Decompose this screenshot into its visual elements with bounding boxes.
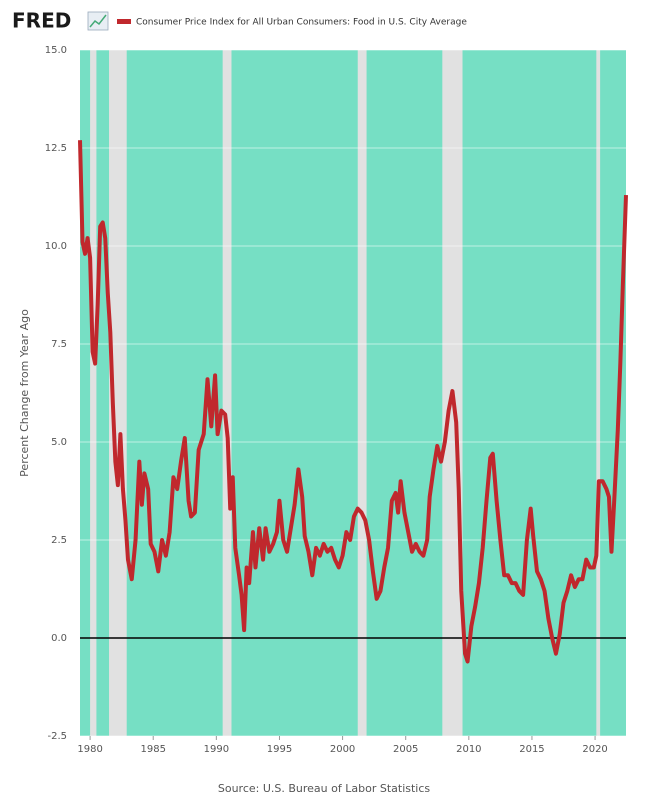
data-line <box>78 140 628 664</box>
y-tick-label: -2.5 <box>47 731 67 742</box>
plot-background <box>80 50 626 736</box>
y-tick-label: 10.0 <box>45 241 67 252</box>
x-tick-label: 1995 <box>267 744 292 755</box>
source: Source: U.S. Bureau of Labor Statistics <box>218 782 431 795</box>
y-axis-label: Percent Change from Year Ago <box>18 309 31 477</box>
recession-band <box>596 50 601 736</box>
x-tick-label: 2020 <box>582 744 607 755</box>
recession-band <box>357 50 367 736</box>
y-tick-label: 7.5 <box>51 339 67 350</box>
logo-icon <box>87 11 109 31</box>
recession-band <box>109 50 127 736</box>
y-tick-label: 0.0 <box>51 633 67 644</box>
x-tick-label: 2015 <box>519 744 544 755</box>
legend-swatch <box>117 19 131 24</box>
x-tick-label: 2010 <box>456 744 481 755</box>
recession-band <box>222 50 232 736</box>
x-tick-label: 1985 <box>140 744 165 755</box>
y-tick-label: 15.0 <box>45 45 67 56</box>
x-tick-label: 1980 <box>77 744 102 755</box>
y-tick-label: 12.5 <box>45 143 67 154</box>
recession-band <box>90 50 97 736</box>
x-tick-label: 2000 <box>330 744 355 755</box>
legend-label: Consumer Price Index for All Urban Consu… <box>136 18 467 28</box>
x-tick-label: 2005 <box>393 744 418 755</box>
x-tick-label: 1990 <box>204 744 229 755</box>
y-tick-label: 5.0 <box>51 437 67 448</box>
logo: FRED <box>12 9 71 33</box>
y-tick-label: 2.5 <box>51 535 67 546</box>
